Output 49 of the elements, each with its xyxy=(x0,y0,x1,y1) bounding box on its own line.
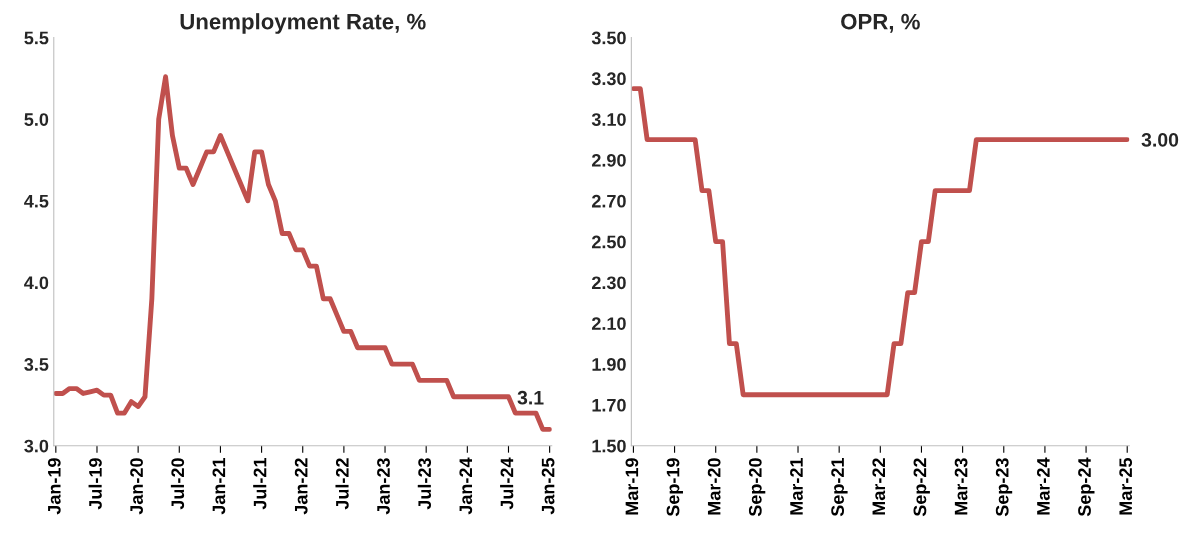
chart-title: OPR, % xyxy=(841,13,920,33)
y-tick-label: 2.30 xyxy=(591,276,626,290)
chart-title: Unemployment Rate, % xyxy=(180,13,426,34)
x-tick-label: Mar-23 xyxy=(954,458,968,515)
y-tick-label: 4.5 xyxy=(24,194,49,208)
line-series xyxy=(631,86,1130,398)
x-tick-label: Jan-22 xyxy=(294,458,308,515)
x-tick-label: Jul-22 xyxy=(335,458,349,510)
y-tick-label: 4.0 xyxy=(24,276,49,290)
annotation: 3.00 xyxy=(1141,132,1179,147)
y-tick-label: 3.0 xyxy=(24,439,49,453)
y-tick-label: 3.5 xyxy=(24,358,49,371)
y-tick-label: 3.30 xyxy=(591,72,626,86)
line-series xyxy=(53,74,552,432)
x-tick-label: Sep-20 xyxy=(748,458,766,517)
y-tick-label: 1.90 xyxy=(592,358,626,371)
x-tick-label: Sep-22 xyxy=(913,458,930,517)
y-tick-label: 2.90 xyxy=(591,153,626,167)
x-tick-label: Mar-25 xyxy=(1119,458,1133,515)
x-tick-label: Jan-20 xyxy=(130,458,143,515)
x-tick-label: Jan-25 xyxy=(541,458,555,515)
x-tick-label: Jan-19 xyxy=(47,458,61,515)
x-tick-label: Sep-24 xyxy=(1078,457,1095,517)
y-tick-label: 3.50 xyxy=(591,31,626,45)
x-tick-label: Jul-24 xyxy=(500,457,514,510)
y-tick-label: 2.10 xyxy=(591,317,626,330)
x-tick-label: Mar-20 xyxy=(707,458,721,515)
y-tick-label: 2.70 xyxy=(591,194,626,208)
x-tick-label: Jul-21 xyxy=(253,458,267,510)
x-tick-label: Jul-20 xyxy=(170,458,185,510)
y-tick-label: 1.50 xyxy=(592,439,626,453)
x-tick-label: Jan-21 xyxy=(212,458,226,515)
x-tick-label: Sep-21 xyxy=(831,458,848,517)
annotation: 3.1 xyxy=(517,390,544,405)
x-tick-label: Jul-23 xyxy=(417,458,432,510)
y-tick-label: 5.0 xyxy=(24,113,49,126)
x-tick-label: Mar-19 xyxy=(625,458,639,515)
x-tick-label: Jul-19 xyxy=(88,458,102,510)
x-tick-label: Sep-19 xyxy=(666,458,683,517)
x-tick-label: Jan-24 xyxy=(459,457,473,515)
x-tick-label: Mar-21 xyxy=(790,458,803,515)
y-tick-label: 2.50 xyxy=(591,235,626,249)
y-tick-label: 5.5 xyxy=(24,31,49,45)
x-tick-label: Mar-24 xyxy=(1036,457,1050,515)
y-tick-label: 3.10 xyxy=(591,113,626,126)
x-tick-label: Mar-22 xyxy=(872,458,886,515)
x-tick-label: Sep-23 xyxy=(995,458,1013,517)
y-tick-label: 1.70 xyxy=(592,398,626,412)
x-tick-label: Jan-23 xyxy=(377,458,390,515)
